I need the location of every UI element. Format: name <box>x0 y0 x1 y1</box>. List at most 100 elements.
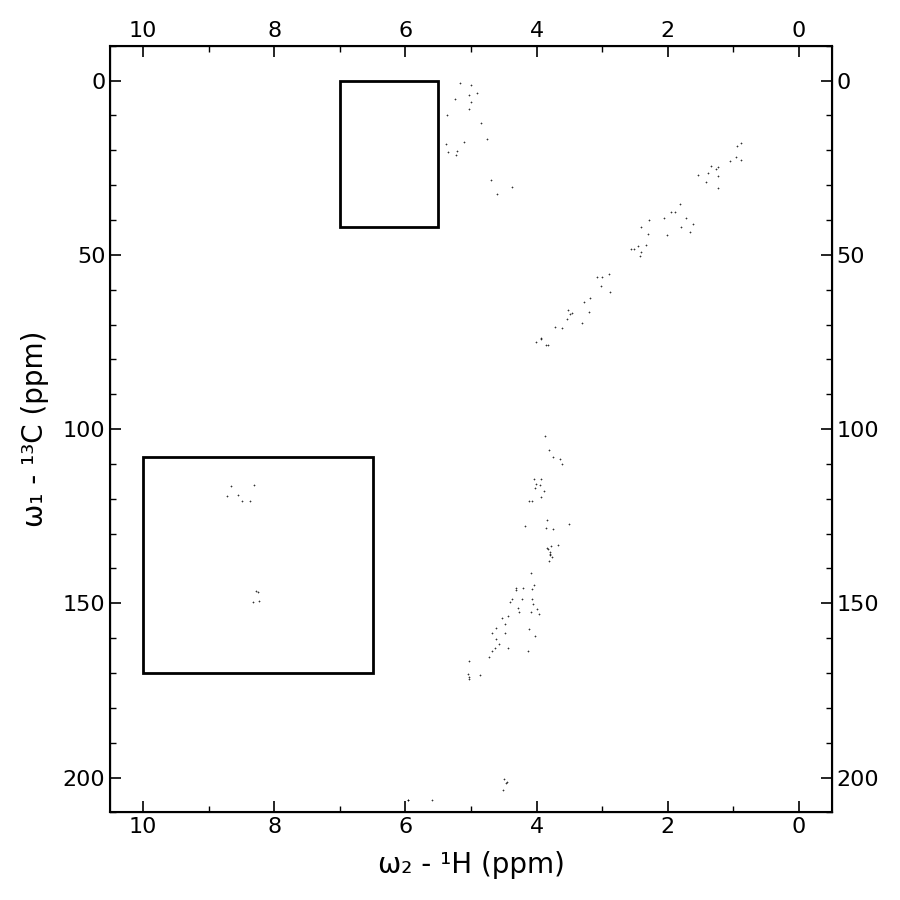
Point <box>526 592 540 607</box>
Point <box>701 166 716 180</box>
Point <box>497 772 511 787</box>
Point <box>534 330 548 345</box>
Point <box>642 213 656 228</box>
Point <box>524 605 538 619</box>
Point <box>510 601 525 616</box>
Point <box>500 775 514 789</box>
Point <box>481 131 495 146</box>
Point <box>699 175 714 189</box>
Point <box>484 626 499 641</box>
Point <box>400 793 415 807</box>
Point <box>472 668 487 682</box>
Point <box>686 217 700 231</box>
Point <box>575 316 590 330</box>
Point <box>562 517 576 531</box>
Point <box>581 305 596 320</box>
Bar <box>143 457 373 673</box>
Point <box>560 311 574 326</box>
Point <box>518 519 533 534</box>
Point <box>508 580 523 595</box>
Point <box>533 478 547 492</box>
Point <box>663 205 678 220</box>
Point <box>723 154 737 168</box>
Point <box>484 173 499 187</box>
Point <box>594 279 608 293</box>
Point <box>728 149 742 164</box>
Point <box>532 607 546 621</box>
Point <box>541 338 555 352</box>
Point <box>400 793 415 807</box>
Point <box>242 493 256 508</box>
Point <box>462 671 476 686</box>
Point <box>602 267 616 282</box>
Point <box>515 591 529 606</box>
Point <box>547 320 562 334</box>
Point <box>522 621 536 635</box>
Point <box>711 181 725 195</box>
Point <box>473 115 488 130</box>
Point <box>224 479 238 493</box>
Point <box>505 179 519 194</box>
Point <box>577 295 591 310</box>
Point <box>501 608 516 623</box>
Point <box>544 538 558 553</box>
Point <box>541 542 555 556</box>
Point <box>247 477 261 491</box>
Point <box>491 187 505 202</box>
Point <box>448 92 463 106</box>
Point <box>603 285 617 300</box>
Y-axis label: ω₁ - ¹³C (ppm): ω₁ - ¹³C (ppm) <box>21 331 49 527</box>
Point <box>708 162 723 176</box>
Point <box>508 583 523 598</box>
Point <box>536 483 551 498</box>
Point <box>679 211 693 225</box>
Point <box>441 145 455 159</box>
Point <box>529 335 544 349</box>
Point <box>545 450 560 464</box>
X-axis label: ω₂ - ¹H (ppm): ω₂ - ¹H (ppm) <box>377 851 564 879</box>
Point <box>498 616 512 631</box>
Point <box>534 490 548 504</box>
Point <box>590 270 604 284</box>
Point <box>528 482 543 496</box>
Point <box>704 158 718 173</box>
Point <box>499 776 513 790</box>
Point <box>545 521 560 535</box>
Point <box>522 493 536 508</box>
Point <box>683 225 698 239</box>
Point <box>462 88 476 103</box>
Point <box>542 443 556 457</box>
Point <box>544 550 559 564</box>
Point <box>454 76 468 90</box>
Point <box>734 153 749 167</box>
Point <box>539 541 554 555</box>
Point <box>626 241 641 256</box>
Point <box>550 537 564 552</box>
Point <box>540 513 554 527</box>
Point <box>521 644 535 658</box>
Point <box>502 595 517 609</box>
Point <box>711 159 725 174</box>
Point <box>624 241 638 256</box>
Point <box>553 452 567 466</box>
Point <box>439 137 454 151</box>
Point <box>634 220 648 234</box>
Point <box>496 783 510 797</box>
Point <box>544 544 558 559</box>
Point <box>734 136 748 150</box>
Point <box>235 494 249 508</box>
Point <box>516 581 530 596</box>
Point <box>248 583 263 598</box>
Point <box>470 86 484 101</box>
Point <box>450 144 464 158</box>
Bar <box>340 80 438 227</box>
Point <box>526 597 540 611</box>
Point <box>660 228 674 242</box>
Point <box>542 554 556 568</box>
Point <box>668 205 682 220</box>
Point <box>485 644 500 658</box>
Point <box>460 666 474 680</box>
Point <box>672 197 687 211</box>
Point <box>250 585 265 599</box>
Point <box>462 670 476 684</box>
